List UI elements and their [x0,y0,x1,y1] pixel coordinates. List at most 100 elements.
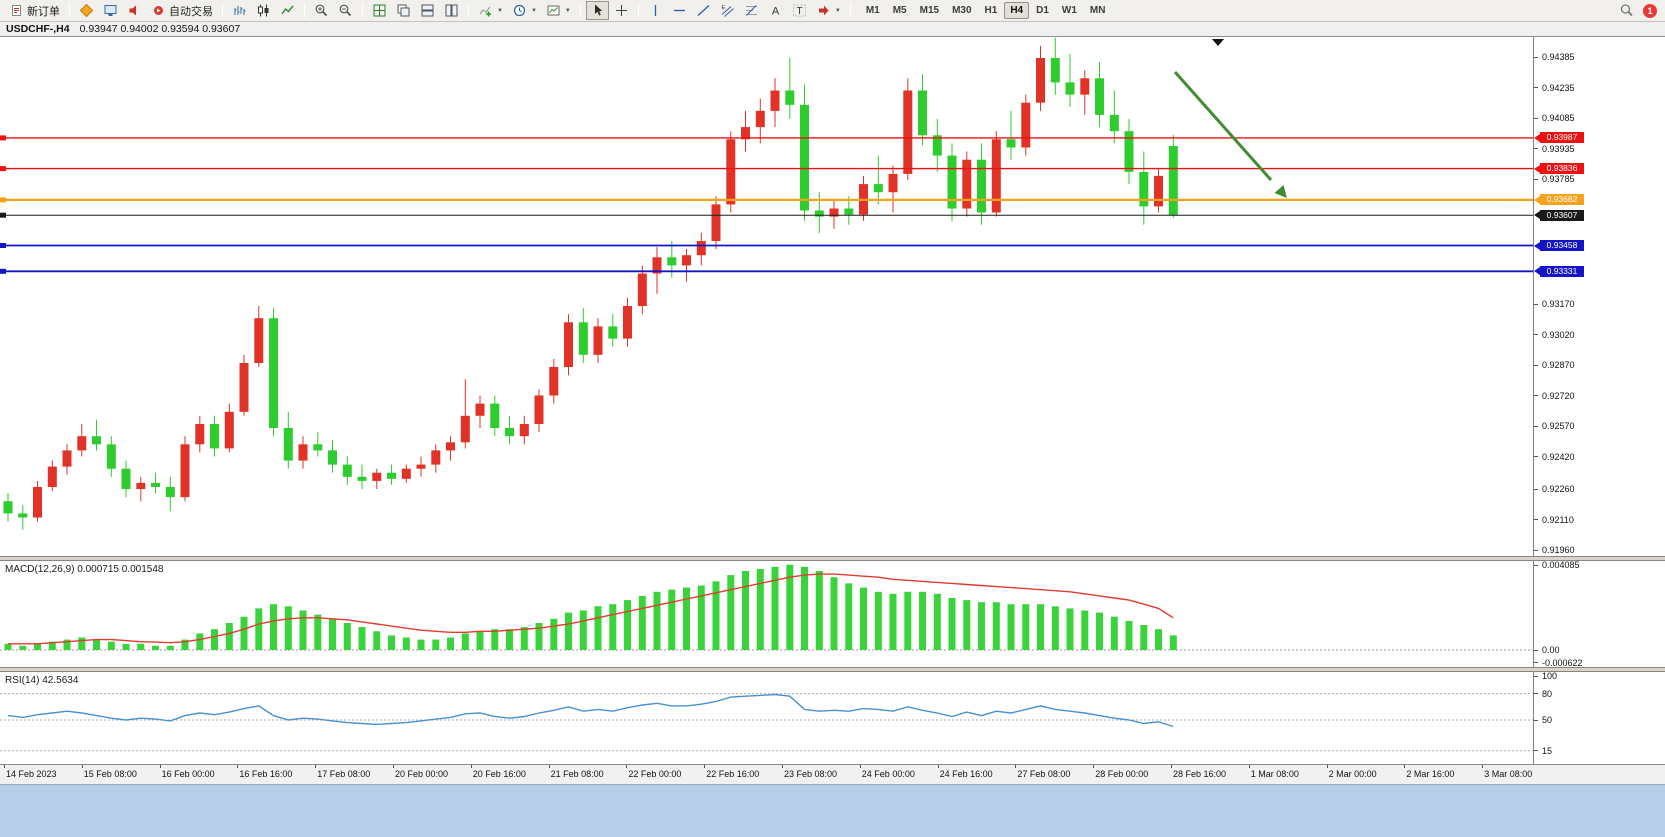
macd-axis-label: -0.000622 [1542,657,1583,668]
tile-vertical-button[interactable] [440,1,463,20]
zoom-out-icon [339,4,352,17]
auto-trading-button[interactable]: 自动交易 [147,1,217,20]
horizontal-line-button[interactable] [668,1,691,20]
period-clock-button[interactable]: ▼ [508,1,541,20]
search-icon [1620,4,1633,17]
add-indicator-icon [479,6,491,17]
toolbar-separator [304,3,305,18]
tile-horizontal-icon [421,4,434,17]
zoom-in-button[interactable] [310,1,333,20]
macd-label: MACD(12,26,9) 0.000715 0.001548 [5,564,164,575]
text-icon: A [772,6,780,18]
pane-separator[interactable] [0,667,1665,672]
price-axis-label: 0.93020 [1542,329,1575,340]
rsi-axis-label: 100 [1542,671,1558,681]
timeframe-m15[interactable]: M15 [914,2,945,19]
channel-button[interactable]: E [716,1,739,20]
cascade-windows-button[interactable] [392,1,415,20]
tile-windows-button[interactable] [368,1,391,20]
line-chart-button[interactable] [276,1,299,20]
rsi-indicator-pane[interactable] [0,672,1533,764]
speaker-icon [129,5,136,16]
toolbar-separator [362,3,363,18]
fibonacci-icon [745,5,757,16]
timeframe-m5[interactable]: M5 [887,2,913,19]
data-window-button[interactable] [99,1,122,20]
timeframe-group: M1 M5 M15 M30 H1 H4 D1 W1 MN [860,2,1112,19]
timeframe-mn[interactable]: MN [1084,2,1112,19]
notification-badge[interactable]: 1 [1643,3,1657,18]
horizontal-line-icon [673,9,685,12]
dropdown-caret-icon: ▼ [497,7,503,14]
fibonacci-button[interactable] [740,1,763,20]
timeframe-d1[interactable]: D1 [1030,2,1055,19]
price-line-badge[interactable]: 0.93682 [1534,194,1584,206]
chart-titlebar[interactable]: USDCHF-,H4 0.93947 0.94002 0.93594 0.936… [0,22,1665,37]
time-axis-label: 14 Feb 2023 [6,769,57,779]
new-order-button[interactable]: 新订单 [5,1,64,20]
chart-template-button[interactable]: ▼ [542,1,575,20]
tile-horizontal-button[interactable] [416,1,439,20]
price-line-badge[interactable]: 0.93331 [1534,265,1584,277]
market-watch-button[interactable] [75,1,98,20]
price-chart-pane[interactable] [0,37,1533,556]
pane-separator[interactable] [0,556,1665,561]
price-axis[interactable]: 0.94385 0.94235 0.94085 0.93935 0.93785 0.931… [1534,37,1665,764]
channel-icon: E [721,5,734,17]
dropdown-caret-icon: ▼ [530,7,537,14]
text-button[interactable]: A [764,1,787,20]
time-axis-label: 28 Feb 16:00 [1173,769,1227,779]
rsi-axis-label: 50 [1542,715,1553,725]
cursor-button[interactable] [585,1,609,20]
search-button[interactable] [1615,1,1638,20]
candlestick-button[interactable] [252,1,275,20]
tile-vertical-icon [445,4,458,17]
price-axis-label: 0.92420 [1542,451,1575,462]
time-axis[interactable]: 14 Feb 2023 15 Feb 08:00 16 Feb 00:00 16 Fe… [0,764,1665,784]
horizontal-price-lines[interactable] [0,135,1533,274]
trend-arrow-annotation[interactable] [1173,71,1291,202]
new-order-icon [12,5,21,16]
chart-symbol-timeframe: USDCHF-,H4 [6,23,70,35]
price-axis-label: 0.94085 [1542,113,1575,123]
arrow-shape-icon [818,5,829,16]
clock-icon [513,4,526,17]
timeframe-h1[interactable]: H1 [979,2,1004,19]
price-line-badge[interactable]: 0.93836 [1534,163,1584,175]
time-axis-label: 3 Mar 08:00 [1484,769,1533,779]
macd-indicator-pane[interactable] [0,561,1533,667]
dropdown-caret-icon: ▼ [564,7,571,14]
chart-ohlc-values: 0.93947 0.94002 0.93594 0.93607 [79,23,241,35]
toolbar-separator [222,3,223,18]
price-line-badge[interactable]: 0.93607 [1534,209,1584,221]
toolbar-right-group: 1 [1615,1,1660,20]
svg-text:E: E [721,5,725,11]
label-icon: T [792,4,806,17]
price-axis-label: 0.93935 [1542,143,1575,154]
sound-button[interactable] [123,1,146,20]
price-axis-label: 0.94235 [1542,82,1575,93]
time-axis-label: 28 Feb 00:00 [1095,769,1149,779]
timeframe-w1[interactable]: W1 [1056,2,1083,19]
price-line-badge[interactable]: 0.93987 [1534,132,1584,144]
bar-chart-button[interactable] [228,1,251,20]
timeframe-m1[interactable]: M1 [860,2,886,19]
timeframe-m30[interactable]: M30 [946,2,977,19]
vertical-line-icon [654,5,657,16]
label-button[interactable]: T [788,1,811,20]
shift-marker-icon[interactable] [1212,39,1224,46]
rsi-label: RSI(14) 42.5634 [5,675,79,686]
add-indicator-button[interactable]: ▼ [474,1,507,20]
timeframe-h4[interactable]: H4 [1004,2,1030,19]
price-line-badge[interactable]: 0.93458 [1534,240,1584,251]
macd-axis-label: 0.004085 [1542,560,1580,570]
trendline-button[interactable] [692,1,715,20]
arrows-button[interactable]: ▼ [812,1,845,20]
vertical-line-button[interactable] [644,1,667,20]
tile-windows-icon [373,4,386,17]
price-axis-border [1533,37,1534,764]
dropdown-caret-icon: ▼ [834,7,841,14]
crosshair-button[interactable] [610,1,633,20]
price-axis-label: 0.92260 [1542,484,1575,494]
zoom-out-button[interactable] [334,1,357,20]
